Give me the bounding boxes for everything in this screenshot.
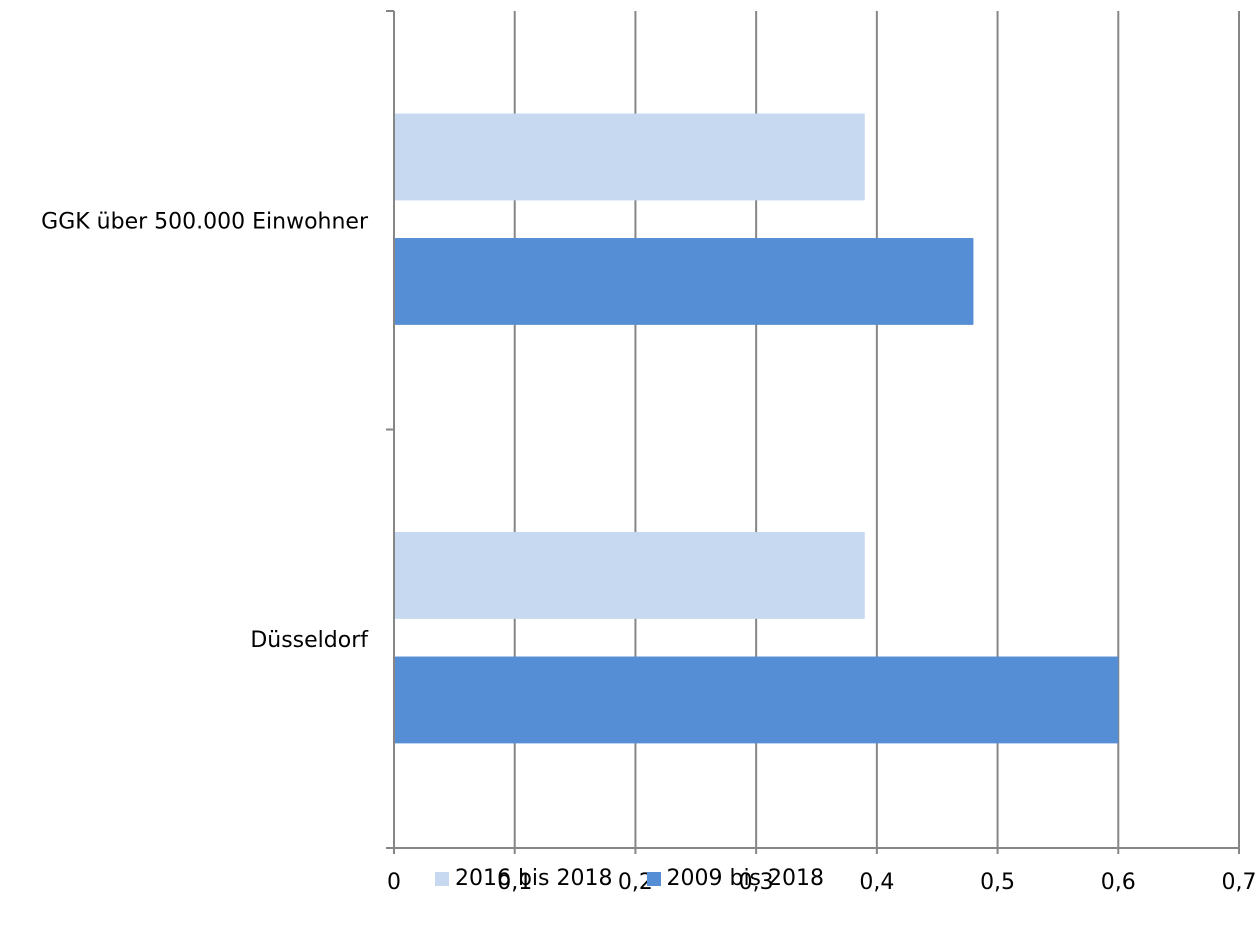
x-tick-label: 0: [387, 870, 401, 895]
bar-1: [395, 532, 865, 619]
legend-swatch-series-2: [646, 871, 661, 886]
bar-1: [395, 113, 865, 201]
bars: [395, 113, 1119, 744]
legend-item-series-1: 2016 bis 2018: [434, 866, 613, 891]
legend: 2016 bis 2018 2009 bis 2018: [0, 866, 1259, 891]
x-tick-label: 0,7: [1222, 870, 1257, 895]
legend-item-series-2: 2009 bis 2018: [646, 866, 825, 891]
x-tick-label: 0,3: [739, 870, 774, 895]
bar-2: [395, 238, 974, 325]
category-label: Düsseldorf: [250, 628, 369, 653]
x-tick-label: 0,5: [980, 870, 1015, 895]
legend-swatch-series-1: [434, 871, 449, 886]
category-label: GGK über 500.000 Einwohner: [41, 209, 369, 234]
x-tick-label: 0,1: [497, 870, 532, 895]
legend-label-series-1: 2016 bis 2018: [454, 866, 613, 891]
axes: [386, 10, 1240, 854]
legend-label-series-2: 2009 bis 2018: [666, 866, 825, 891]
bar-2: [395, 656, 1119, 744]
x-tick-label: 0,4: [859, 870, 894, 895]
x-tick-label: 0,6: [1101, 870, 1136, 895]
